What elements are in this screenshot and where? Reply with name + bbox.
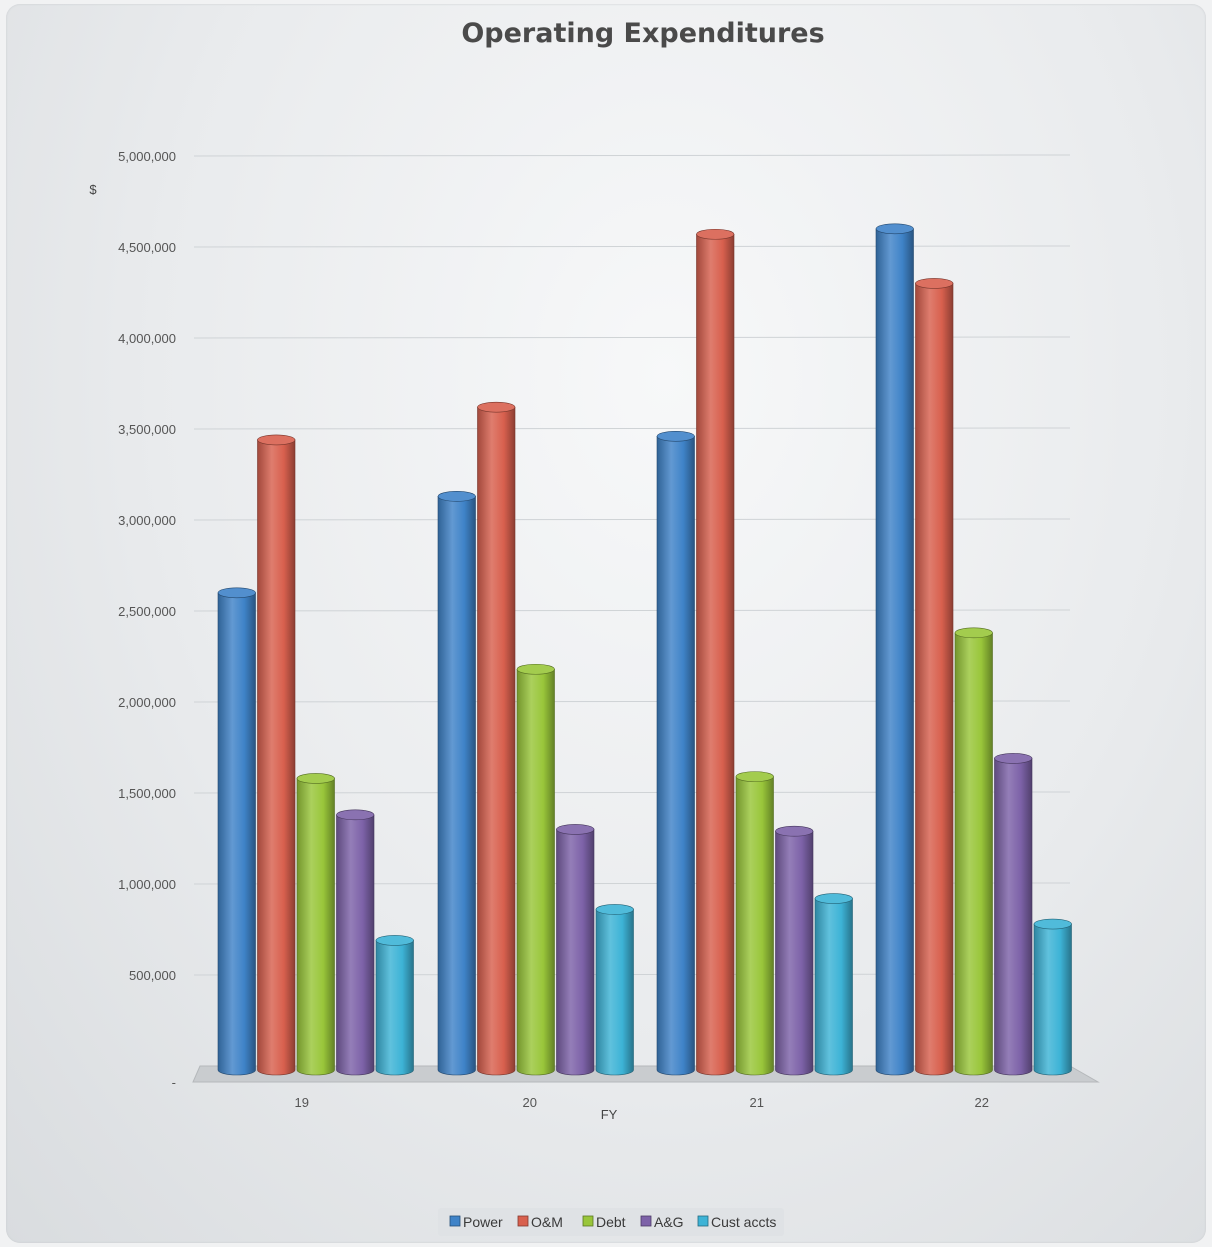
- gridline: [193, 245, 1071, 248]
- bar-o-m-21: [696, 228, 735, 1076]
- y-tick-label: 3,000,000: [118, 513, 176, 528]
- y-tick-label: 1,500,000: [118, 786, 176, 801]
- bar-power-21: [656, 430, 695, 1076]
- legend-label: Cust accts: [711, 1214, 776, 1230]
- bars: [217, 223, 1072, 1076]
- bar-o-m-22: [915, 278, 954, 1076]
- bar-cust-accts-22: [1033, 918, 1072, 1076]
- bar-debt-20: [516, 663, 555, 1076]
- legend-label: Debt: [596, 1214, 626, 1230]
- y-tick-label: 4,500,000: [118, 240, 176, 255]
- bar-power-22: [875, 223, 914, 1076]
- legend-swatch: [517, 1215, 529, 1227]
- bar-power-20: [437, 491, 476, 1076]
- legend-item: Power: [449, 1214, 503, 1230]
- x-tick-label: 22: [975, 1095, 989, 1110]
- y-tick-label: 1,000,000: [118, 877, 176, 892]
- bar-o-m-19: [257, 434, 296, 1076]
- y-tick-label: 5,000,000: [118, 149, 176, 164]
- x-tick-label: 19: [295, 1095, 309, 1110]
- bar-cust-accts-20: [595, 904, 634, 1076]
- y-tick-label: 3,500,000: [118, 422, 176, 437]
- x-axis-label: FY: [601, 1107, 618, 1122]
- legend-box: [438, 1208, 784, 1236]
- legend: Power O&M Debt A&G Cust accts: [438, 1208, 784, 1236]
- y-axis-label: $: [89, 182, 97, 197]
- bar-debt-22: [954, 627, 993, 1076]
- x-tick-labels: 19 20 21 22: [295, 1095, 989, 1110]
- chart-title: Operating Expenditures: [461, 18, 824, 49]
- bar-cust-accts-21: [814, 893, 853, 1076]
- legend-swatch: [449, 1215, 461, 1227]
- x-tick-label: 20: [523, 1095, 537, 1110]
- y-tick-label: 2,500,000: [118, 604, 176, 619]
- legend-item: Cust accts: [697, 1214, 776, 1230]
- legend-swatch: [640, 1215, 652, 1227]
- y-tick-label: -: [172, 1075, 176, 1090]
- y-tick-label: 4,000,000: [118, 331, 176, 346]
- bar-cust-accts-19: [375, 935, 414, 1076]
- legend-label: Power: [463, 1214, 503, 1230]
- bar-o-m-20: [477, 401, 516, 1076]
- bar-debt-21: [735, 771, 774, 1076]
- legend-swatch: [697, 1215, 709, 1227]
- bar-a-g-21: [775, 825, 814, 1076]
- legend-swatch: [582, 1215, 594, 1227]
- bar-a-g-19: [336, 809, 375, 1076]
- legend-label: A&G: [654, 1214, 684, 1230]
- legend-item: O&M: [517, 1214, 563, 1230]
- y-tick-label: 500,000: [129, 968, 176, 983]
- bar-a-g-20: [556, 824, 595, 1076]
- y-tick-label: 2,000,000: [118, 695, 176, 710]
- legend-item: A&G: [640, 1214, 684, 1230]
- legend-item: Debt: [582, 1214, 626, 1230]
- bar-debt-19: [296, 773, 335, 1076]
- legend-label: O&M: [531, 1214, 563, 1230]
- bar-power-19: [217, 587, 256, 1076]
- gridline: [193, 154, 1071, 157]
- bar-a-g-22: [994, 753, 1033, 1076]
- x-tick-label: 21: [750, 1095, 764, 1110]
- y-tick-labels: - 500,000 1,000,000 1,500,000 2,000,000 2,500…: [118, 149, 176, 1090]
